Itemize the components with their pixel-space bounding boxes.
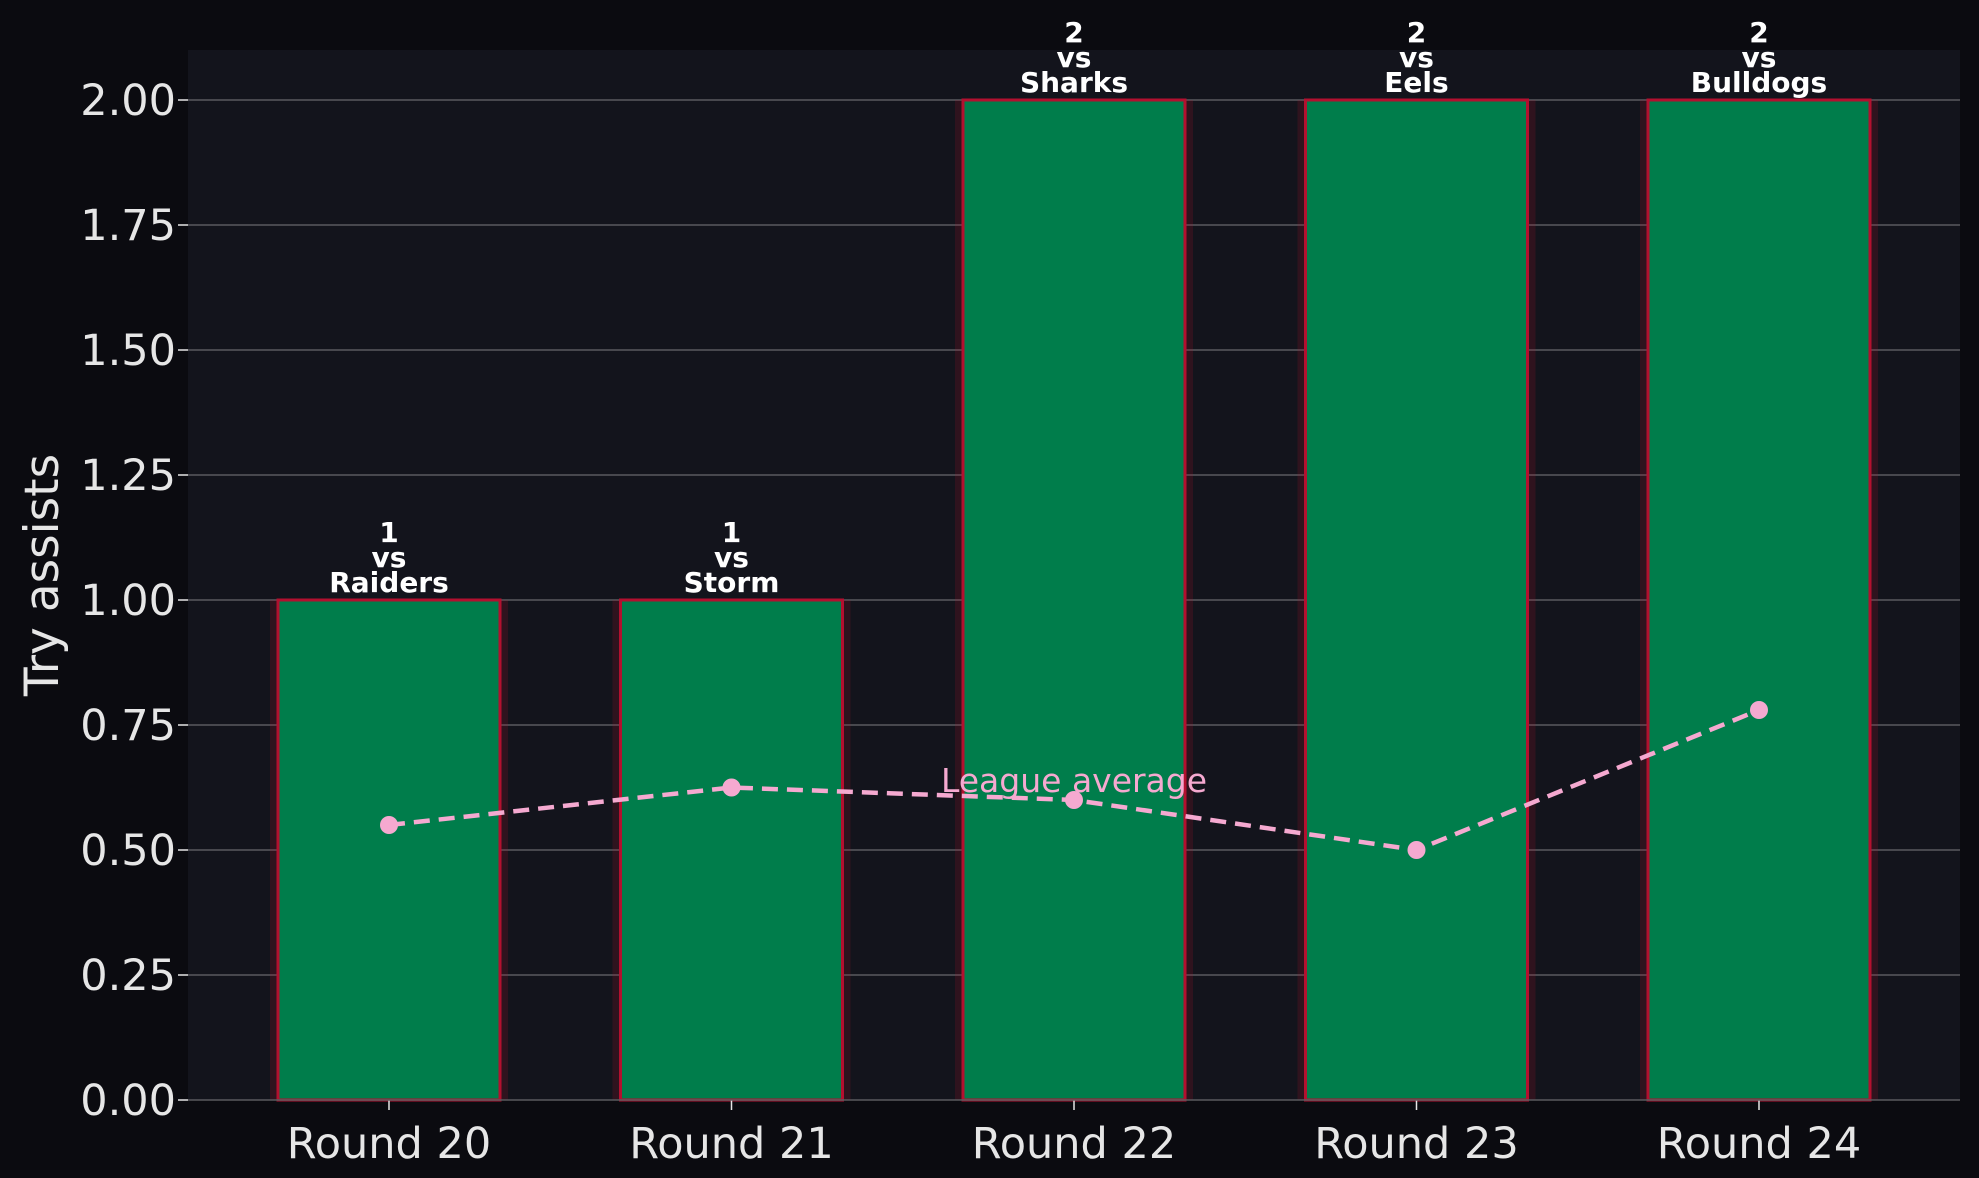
- bar-value-label: 1: [722, 516, 741, 549]
- league-average-point: [1065, 791, 1083, 809]
- y-axis-label: Try assists: [15, 454, 70, 697]
- x-tick-label: Round 20: [287, 1119, 491, 1169]
- league-average-annotation: League average: [941, 761, 1207, 800]
- x-tick-label: Round 23: [1314, 1119, 1518, 1169]
- bar: [961, 98, 1187, 1102]
- bar-value-label: 2: [1064, 16, 1083, 49]
- y-tick-label: 1.50: [80, 326, 176, 376]
- bar-value-label: vs: [1399, 41, 1434, 74]
- bar-value-label: Storm: [684, 566, 780, 599]
- league-average-point: [380, 816, 398, 834]
- league-average-point: [1407, 841, 1426, 859]
- bar-value-label: Bulldogs: [1691, 66, 1827, 99]
- league-average-point: [1750, 701, 1768, 719]
- x-tick-label: Round 24: [1657, 1119, 1861, 1169]
- bar: [1646, 98, 1872, 1102]
- y-tick-label: 1.00: [80, 576, 176, 626]
- bar-value-label: vs: [1057, 41, 1092, 74]
- bar: [1304, 98, 1529, 1102]
- bars: [270, 98, 1878, 1102]
- league-average-point: [722, 778, 741, 797]
- y-tick-label: 2.00: [80, 76, 176, 126]
- y-tick-label: 0.00: [80, 1076, 176, 1126]
- bar-value-label: 2: [1749, 16, 1768, 49]
- bar-value-label: 1: [379, 516, 398, 549]
- bar-value-label: Sharks: [1020, 66, 1128, 99]
- y-axis-ticks: 0.00 0.25 0.50 0.75 1.00 1.25 1.50 1.75 2.00: [80, 76, 188, 1126]
- bar-labels: 1vsRaiders1vsStorm2vsSharks2vsEels2vsBul…: [329, 16, 1827, 599]
- bar: [619, 598, 844, 1102]
- bar-value-label: Eels: [1384, 66, 1448, 99]
- bar-value-label: 2: [1407, 16, 1426, 49]
- x-axis-ticks: Round 20 Round 21 Round 22 Round 23 Round 24: [287, 1100, 1861, 1169]
- y-tick-label: 0.25: [80, 951, 176, 1001]
- y-tick-label: 0.75: [80, 701, 176, 751]
- league-average-series: League average: [380, 701, 1768, 859]
- bar-value-label: vs: [1742, 41, 1777, 74]
- bar: [276, 598, 502, 1102]
- bar-value-label: vs: [714, 541, 749, 574]
- x-tick-label: Round 22: [972, 1119, 1176, 1169]
- y-tick-label: 1.25: [80, 451, 176, 501]
- bar-value-label: vs: [372, 541, 407, 574]
- bar-value-label: Raiders: [329, 566, 449, 599]
- y-tick-label: 1.75: [80, 201, 176, 251]
- x-tick-label: Round 21: [629, 1119, 833, 1169]
- y-tick-label: 0.50: [80, 826, 176, 876]
